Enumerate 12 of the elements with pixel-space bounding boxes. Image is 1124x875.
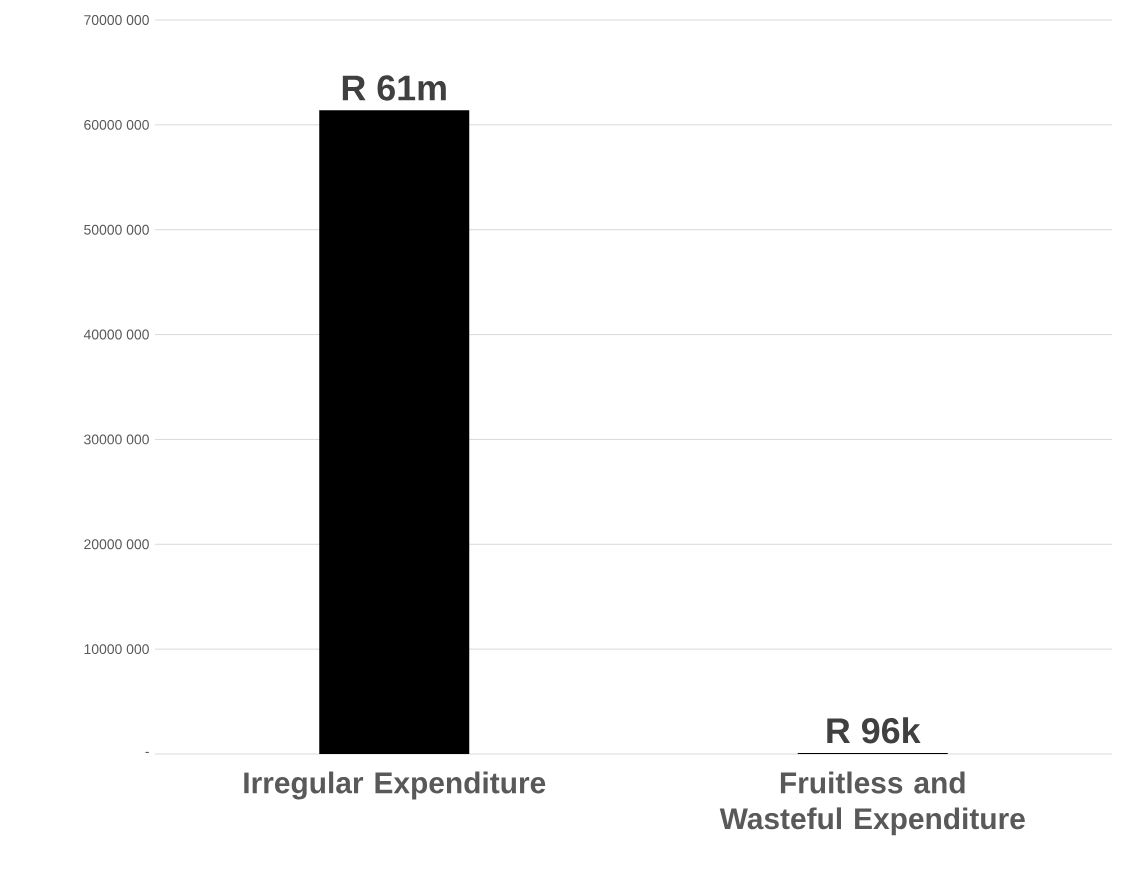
data-label: R 61m bbox=[342, 75, 446, 101]
y-tick-label: 10000 000 bbox=[84, 644, 149, 655]
y-tick-label: 20000 000 bbox=[84, 539, 149, 550]
y-tick-label: - bbox=[145, 751, 149, 753]
x-tick-label: Irregular Expenditure bbox=[244, 771, 546, 800]
y-tick-label: 40000 000 bbox=[83, 329, 149, 340]
x-tick-label: Fruitless and Wasteful Expenditure bbox=[719, 771, 1025, 836]
y-tick-label: 70000 000 bbox=[84, 15, 149, 25]
data-label: R 96k bbox=[827, 717, 921, 744]
y-tick-label: 30000 000 bbox=[84, 434, 149, 445]
y-tick-label: 50000 000 bbox=[84, 224, 149, 235]
y-tick-label: 60000 000 bbox=[84, 119, 149, 130]
